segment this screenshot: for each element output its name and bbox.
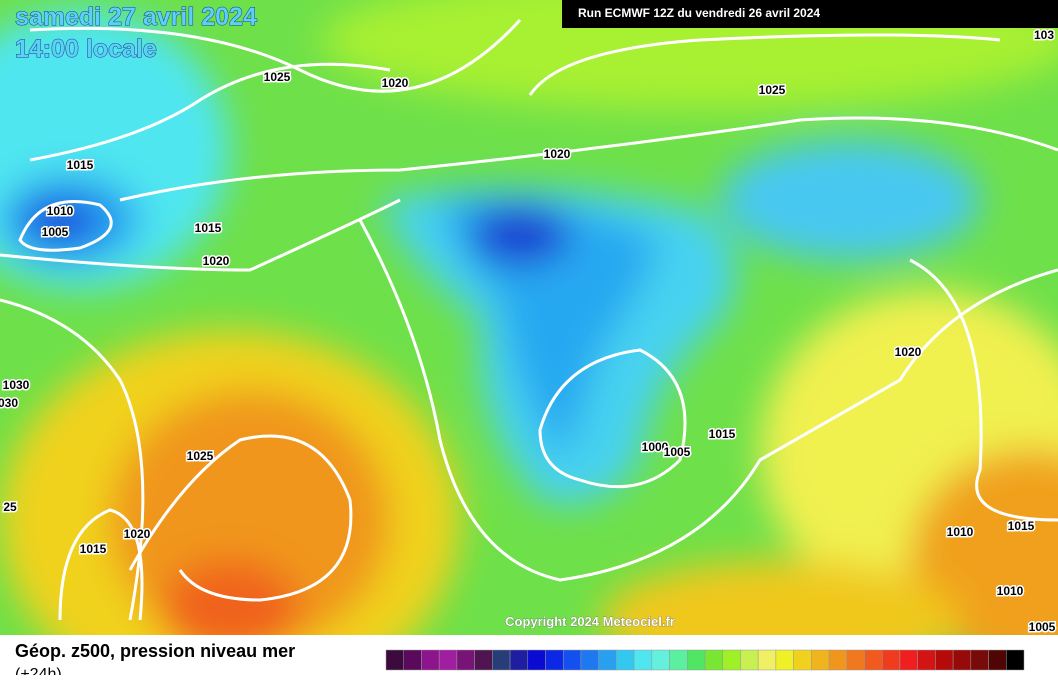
color-swatch bbox=[509, 649, 529, 671]
run-info: Run ECMWF 12Z du vendredi 26 avril 2024 bbox=[578, 6, 820, 20]
isobars bbox=[0, 18, 1058, 621]
isobar-label: 103 bbox=[1034, 28, 1054, 42]
isobar-label: 1010 bbox=[997, 584, 1024, 598]
color-swatch bbox=[527, 649, 546, 671]
color-swatch bbox=[846, 649, 865, 671]
time: 14:00 locale bbox=[15, 35, 157, 63]
color-swatch bbox=[616, 649, 635, 671]
isobar-label: 1005 bbox=[1029, 620, 1056, 634]
isobar-label: 1010 bbox=[47, 204, 74, 218]
color-swatch bbox=[580, 649, 599, 671]
color-swatch bbox=[864, 649, 883, 671]
color-swatch bbox=[811, 649, 830, 671]
color-swatch bbox=[474, 649, 493, 671]
isobar-label: 1015 bbox=[195, 221, 222, 235]
color-swatch bbox=[456, 649, 475, 671]
isobar-labels: 1025 1020 1025 1020 1015 1010 1005 1015 1020 1020… bbox=[0, 27, 1057, 636]
isobar-label: 1020 bbox=[544, 147, 571, 161]
color-swatch bbox=[421, 649, 440, 671]
legend-title: Géop. z500, pression niveau mer bbox=[15, 641, 295, 661]
isobar-label: 030 bbox=[0, 396, 18, 410]
color-swatch bbox=[633, 649, 653, 671]
isobar-label: 1020 bbox=[124, 527, 151, 541]
isobar-label: 1020 bbox=[382, 76, 409, 90]
isobar-label: 1025 bbox=[759, 83, 786, 97]
legend-step: (+24h) bbox=[15, 666, 62, 675]
colorbar bbox=[385, 649, 1025, 671]
isobar-label: 25 bbox=[3, 500, 17, 514]
isobar-label: 1020 bbox=[895, 345, 922, 359]
color-swatch bbox=[899, 649, 918, 671]
isobar-label: 1015 bbox=[709, 427, 736, 441]
color-swatch bbox=[917, 649, 936, 671]
isobar-label: 1005 bbox=[42, 225, 69, 239]
copyright: Copyright 2024 Meteociel.fr bbox=[505, 614, 675, 629]
color-swatch bbox=[988, 649, 1007, 671]
color-swatch bbox=[828, 649, 848, 671]
isobar-label: 1015 bbox=[1008, 519, 1035, 533]
color-swatch bbox=[970, 649, 989, 671]
isobar-label: 1020 bbox=[203, 254, 230, 268]
isobar-label: 1025 bbox=[187, 449, 214, 463]
color-swatch bbox=[669, 649, 688, 671]
color-swatch bbox=[598, 649, 617, 671]
run-bar bbox=[562, 0, 1058, 28]
color-swatch bbox=[935, 649, 954, 671]
color-swatch bbox=[952, 649, 972, 671]
color-swatch bbox=[757, 649, 777, 671]
color-swatch bbox=[438, 649, 458, 671]
color-swatch bbox=[740, 649, 759, 671]
date: samedi 27 avril 2024 bbox=[15, 3, 257, 31]
color-swatch bbox=[704, 649, 723, 671]
isobar-label: 1025 bbox=[264, 70, 291, 84]
isobar-label: 1005 bbox=[664, 445, 691, 459]
color-swatch bbox=[775, 649, 794, 671]
color-swatch bbox=[1006, 649, 1025, 671]
color-swatch bbox=[403, 649, 422, 671]
isobar-label: 1015 bbox=[67, 158, 94, 172]
color-swatch bbox=[793, 649, 812, 671]
color-swatch bbox=[562, 649, 582, 671]
color-swatch bbox=[687, 649, 706, 671]
isobar-label: 1010 bbox=[947, 525, 974, 539]
isobar-label: 1015 bbox=[80, 542, 107, 556]
color-swatch bbox=[385, 649, 404, 671]
isobar-label: 1030 bbox=[3, 378, 30, 392]
isobar-label: 1000 bbox=[642, 440, 669, 454]
color-swatch bbox=[492, 649, 511, 671]
color-swatch bbox=[545, 649, 564, 671]
color-swatch bbox=[722, 649, 741, 671]
color-swatch bbox=[651, 649, 670, 671]
color-swatch bbox=[881, 649, 901, 671]
